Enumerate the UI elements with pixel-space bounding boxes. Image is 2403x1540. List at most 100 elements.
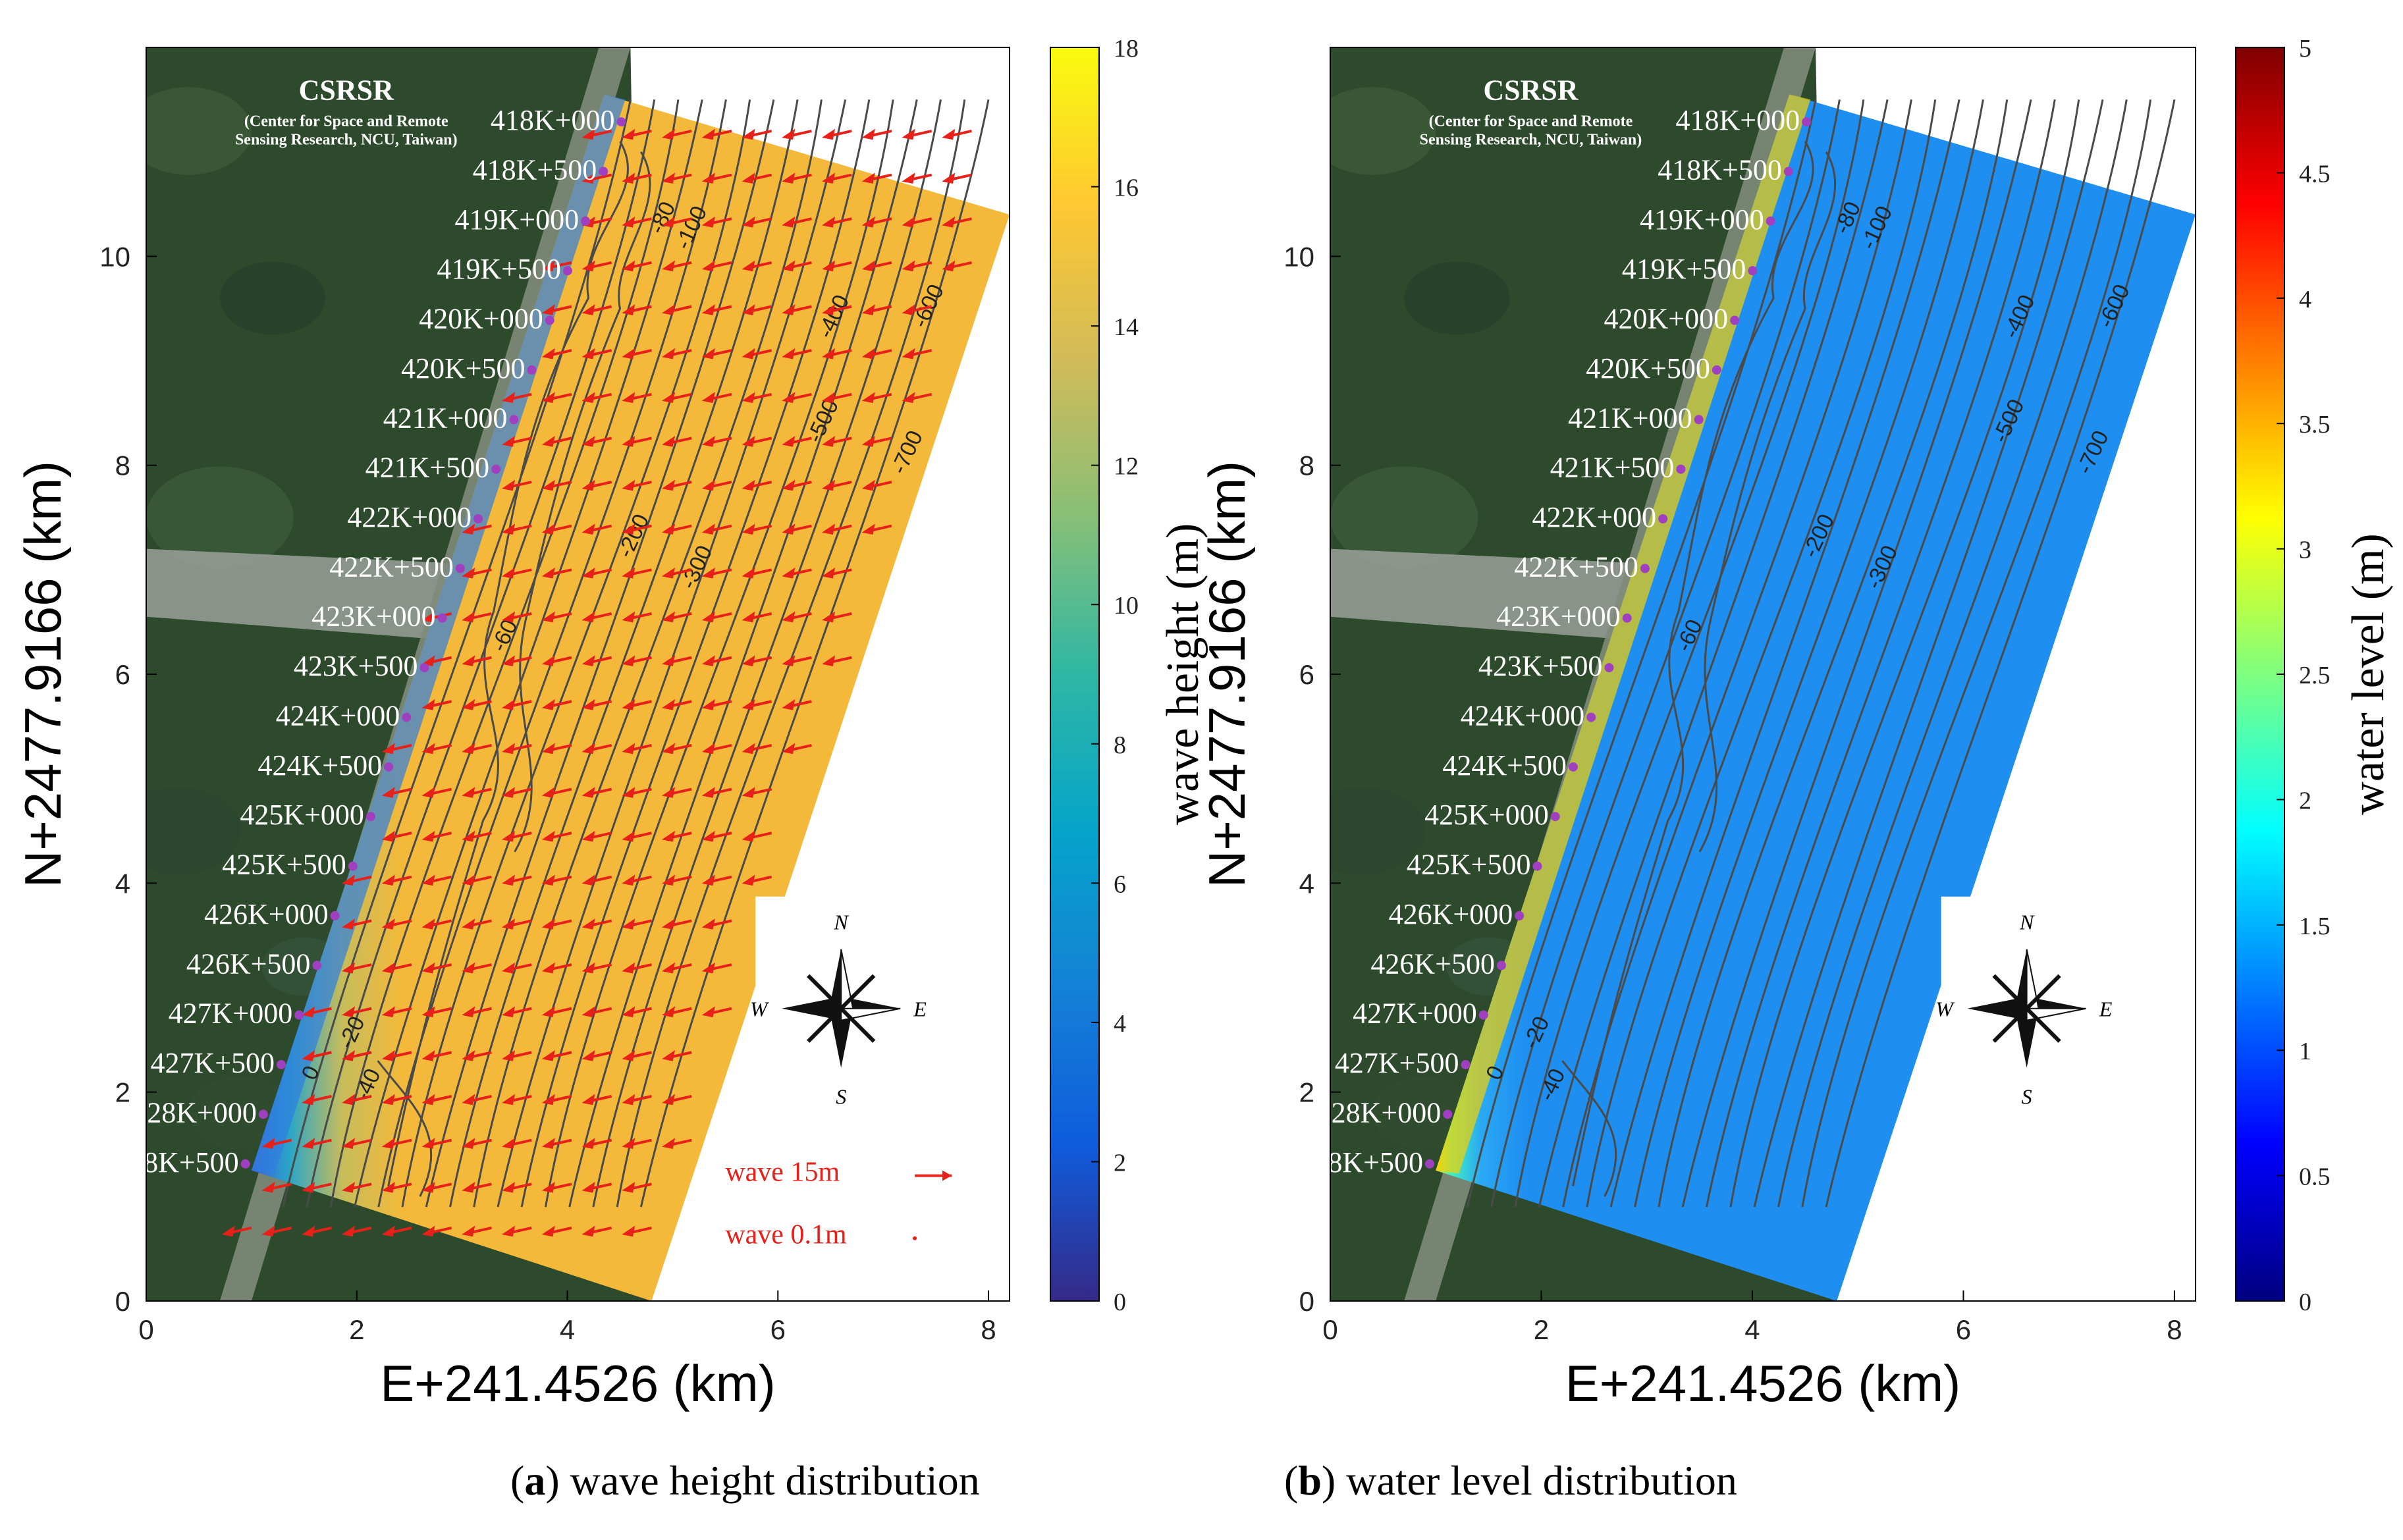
- wave-arrowhead: [462, 567, 475, 579]
- wave-arrowhead: [421, 962, 435, 974]
- wave-arrowhead: [622, 918, 635, 930]
- compass-n: N: [834, 911, 850, 934]
- compass: N S E W: [1935, 896, 2113, 1114]
- wave-arrowhead: [581, 567, 595, 579]
- milepost-marker: [1622, 613, 1632, 623]
- wave-arrowhead: [581, 173, 595, 184]
- x-tick-label: 6: [1956, 1314, 1971, 1345]
- compass-w: W: [1935, 997, 1955, 1021]
- watermark-line1: (Center for Space and Remote: [244, 113, 448, 130]
- nearshore-strip: [251, 94, 626, 1174]
- x-tick-label: 2: [1534, 1314, 1549, 1345]
- colorbar-tick-label: 6: [1114, 870, 1126, 898]
- colorbar-tick-label: 2: [2299, 787, 2311, 814]
- milepost-label: 426K+000: [204, 898, 329, 930]
- wave-arrowhead: [622, 830, 635, 842]
- milepost-marker: [527, 365, 537, 375]
- y-tick-label: 10: [99, 241, 130, 272]
- wave-arrowhead: [861, 523, 875, 535]
- wave-arrowhead: [742, 128, 755, 140]
- wave-arrowhead: [502, 1050, 516, 1061]
- colorbar-tick-label: 4: [2299, 286, 2311, 313]
- wave-arrowhead: [541, 523, 555, 535]
- y-tick-label: 10: [1283, 241, 1314, 272]
- wave-arrowhead: [502, 655, 516, 666]
- wave-arrowhead: [381, 1225, 395, 1237]
- wave-arrowhead: [662, 743, 676, 755]
- wave-arrowhead: [782, 523, 796, 535]
- milepost-label: 422K+500: [1514, 550, 1638, 583]
- colorbar-tick-label: 3: [2299, 537, 2311, 564]
- wave-arrowhead: [622, 1225, 635, 1237]
- wave-arrowhead: [742, 743, 755, 755]
- contour-line: [425, 99, 775, 1208]
- wave-arrowhead: [701, 128, 715, 140]
- wave-arrowhead: [782, 479, 796, 491]
- land-patch: [219, 261, 325, 335]
- milepost-marker: [545, 315, 554, 325]
- milepost-marker: [491, 464, 501, 474]
- wave-arrowhead: [541, 1138, 555, 1150]
- wave-arrowhead: [662, 216, 676, 228]
- wave-arrowhead: [622, 1050, 635, 1061]
- wave-arrowhead: [902, 128, 915, 140]
- wave-arrowhead: [742, 436, 755, 447]
- wave-arrowhead: [581, 1225, 595, 1237]
- wave-arrowhead: [502, 1225, 516, 1237]
- wave-arrowhead: [701, 523, 715, 535]
- wave-arrowhead: [701, 348, 715, 359]
- wave-vectors: [221, 128, 972, 1237]
- wave-arrowhead: [742, 787, 755, 798]
- wave-arrowhead: [622, 1181, 635, 1193]
- wave-arrowhead: [942, 260, 956, 272]
- colorbar-tick-label: 8: [1114, 731, 1126, 759]
- y-tick-label: 0: [115, 1286, 130, 1317]
- y-axis-label: N+2477.9166 (km): [14, 461, 72, 888]
- wave-arrowhead: [701, 874, 715, 886]
- milepost-label: 419K+500: [437, 253, 561, 285]
- milepost-label: 420K+500: [1586, 352, 1710, 385]
- plot-area: 0-20-40-60-80-100-200-300-400-500-600-70…: [146, 47, 1010, 1301]
- wave-arrowhead: [742, 655, 755, 666]
- wave-arrowhead: [662, 699, 676, 710]
- wave-arrowhead: [421, 655, 435, 666]
- contour-line: [1634, 99, 1984, 1208]
- x-tick-label: 8: [2167, 1314, 2182, 1345]
- caption-b-text: water level distribution: [1336, 1457, 1737, 1504]
- compass: N S E W: [750, 896, 927, 1114]
- x-tick-label: 2: [349, 1314, 364, 1345]
- compass-w: W: [750, 997, 770, 1021]
- wave-arrowhead: [581, 304, 595, 315]
- colorbar-tick-label: 3.5: [2299, 411, 2331, 438]
- wave-arrowhead: [502, 1181, 516, 1193]
- wave-arrowhead: [462, 1138, 475, 1150]
- x-tick-label: 0: [1322, 1314, 1337, 1345]
- wave-arrowhead: [822, 436, 836, 447]
- colorbar-tick-label: 1.5: [2299, 913, 2331, 940]
- wave-arrowhead: [381, 1050, 395, 1061]
- wave-arrowhead: [462, 523, 475, 535]
- wave-arrowhead: [381, 1181, 395, 1193]
- milepost-marker: [1586, 712, 1596, 722]
- milepost-marker: [437, 613, 447, 623]
- wave-arrowhead: [581, 743, 595, 755]
- contours: [282, 99, 990, 1208]
- wave-arrowhead: [622, 304, 635, 315]
- wave-arrowhead: [701, 173, 715, 184]
- wave-arrowhead: [902, 260, 915, 272]
- milepost-label: 425K+000: [1424, 799, 1549, 831]
- wave-arrowhead: [861, 392, 875, 404]
- canyon-contour: [377, 1060, 433, 1197]
- colorbar-label: water level (m): [2343, 533, 2394, 815]
- milepost-marker: [1604, 663, 1614, 673]
- model-field: [1436, 94, 2196, 1301]
- contour-line: [1777, 99, 2128, 1208]
- wave-arrowhead: [381, 962, 395, 974]
- wave-arrowhead: [381, 1094, 395, 1105]
- panel-wave-height: 0-20-40-60-80-100-200-300-400-500-600-70…: [14, 35, 1208, 1412]
- wave-arrowhead: [662, 874, 676, 886]
- milepost-marker: [1425, 1159, 1435, 1169]
- y-tick-label: 6: [115, 659, 130, 690]
- wave-arrowhead: [541, 479, 555, 491]
- wave-arrowhead: [581, 436, 595, 447]
